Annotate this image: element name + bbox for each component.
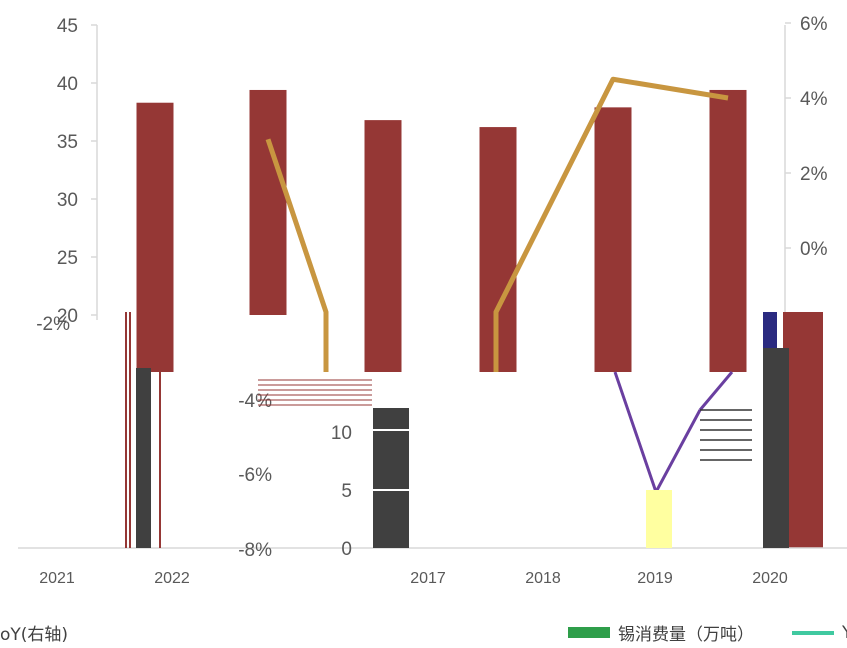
left-tick-label: 35 [57, 132, 78, 153]
fragment-category-label: 2019 [637, 570, 673, 587]
fragment-left-tick-label: -6% [238, 465, 272, 486]
left-tick-label: 20 [57, 306, 78, 327]
left-tick-label: 25 [57, 248, 78, 269]
fragment-navy-bar [763, 312, 777, 348]
legend: 锡消费量（万吨） Y( [568, 620, 847, 645]
fragment-category-label: 2021 [39, 570, 75, 587]
legend-line-swatch [792, 630, 834, 635]
fragment-yellow-block [646, 490, 672, 548]
fragment-mid-tick-label: 0 [341, 539, 352, 560]
bar [594, 107, 632, 373]
yoy-line-segment [493, 76, 729, 372]
legend-line-label: Y( [842, 623, 847, 643]
fragment-dark-bar [763, 348, 789, 548]
fragment-mid-tick-label: 5 [341, 481, 352, 502]
fragment-left-tick-label: -4% [238, 391, 272, 412]
fragment-mid-tick-label: 10 [331, 423, 352, 444]
right-tick-label: 0% [800, 239, 828, 260]
fragment-v-line [613, 371, 702, 496]
fragment-dark-bar [373, 408, 409, 548]
fragment-dark-bar [136, 368, 151, 548]
legend-bar-label: 锡消费量（万吨） [618, 625, 754, 645]
fragment-left-tick-label: -8% [238, 540, 272, 561]
right-tick-label: 6% [800, 14, 828, 35]
bar [364, 120, 402, 373]
legend-yoy-partial: oY(右轴) [0, 620, 68, 645]
fragment-left-tick-label: -2% [36, 314, 70, 335]
legend-bar-swatch [568, 627, 610, 638]
yoy-line-segment [265, 138, 329, 372]
fragment-category-label: 2017 [410, 570, 446, 587]
fragment-category-label: 2018 [525, 570, 561, 587]
bar [136, 102, 174, 372]
left-tick-label: 45 [57, 16, 78, 37]
right-tick-label: 4% [800, 89, 828, 110]
right-tick-label: 2% [800, 164, 828, 185]
fragment-v-line [698, 371, 734, 411]
bar [249, 89, 287, 316]
legend-yoy-label: oY(右轴) [0, 625, 69, 645]
fragment-category-label: 2020 [752, 570, 788, 587]
bar [709, 89, 747, 373]
fragment-category-label: 2022 [154, 570, 190, 587]
overlay-bar [783, 312, 823, 548]
left-tick-label: 30 [57, 190, 78, 211]
left-tick-label: 40 [57, 74, 78, 95]
